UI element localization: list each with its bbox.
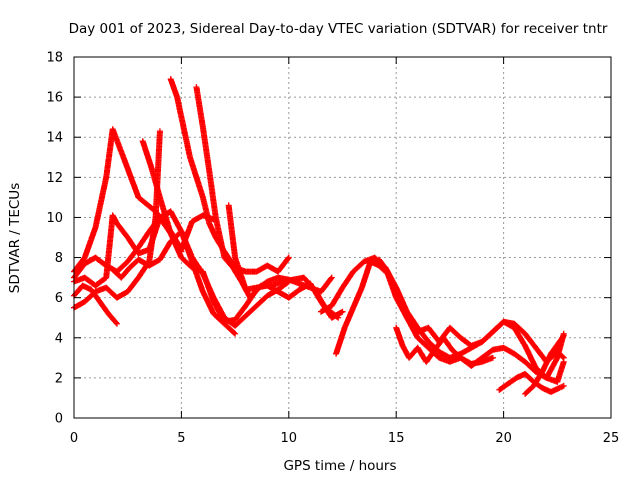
y-tick-label: 18 <box>46 51 63 66</box>
x-tick-label: 5 <box>177 431 185 446</box>
y-tick-label: 4 <box>55 331 63 346</box>
x-tick-label: 20 <box>495 431 512 446</box>
y-axis-label: SDTVAR / TECUs <box>7 183 23 293</box>
marker-trace <box>71 126 185 275</box>
series-arc-11 <box>318 254 567 365</box>
x-axis-label: GPS time / hours <box>283 458 396 474</box>
data-marks <box>71 76 567 397</box>
marker-trace <box>522 332 567 397</box>
axis-ticks: 0 5 10 15 20 25 0 2 4 6 8 10 12 14 16 18 <box>46 51 619 447</box>
x-tick-label: 25 <box>603 431 620 446</box>
series-arc-7 <box>139 138 335 325</box>
y-tick-label: 10 <box>46 211 63 226</box>
marker-trace <box>318 254 567 365</box>
y-tick-label: 12 <box>46 171 63 186</box>
chart-title: Day 001 of 2023, Sidereal Day-to-day VTE… <box>69 21 608 37</box>
marker-trace <box>139 138 335 325</box>
y-tick-label: 8 <box>55 251 63 266</box>
y-tick-label: 0 <box>55 412 63 427</box>
series-arc-16 <box>522 332 567 397</box>
x-tick-label: 15 <box>388 431 405 446</box>
y-tick-label: 14 <box>46 131 63 146</box>
y-tick-label: 6 <box>55 291 63 306</box>
y-tick-label: 2 <box>55 371 63 386</box>
marker-trace <box>393 324 567 381</box>
x-tick-label: 10 <box>281 431 298 446</box>
x-tick-label: 0 <box>70 431 78 446</box>
series-arc-14 <box>393 324 567 381</box>
series-arc-1 <box>71 126 185 275</box>
y-tick-label: 16 <box>46 91 63 106</box>
plot-frame <box>73 56 612 419</box>
